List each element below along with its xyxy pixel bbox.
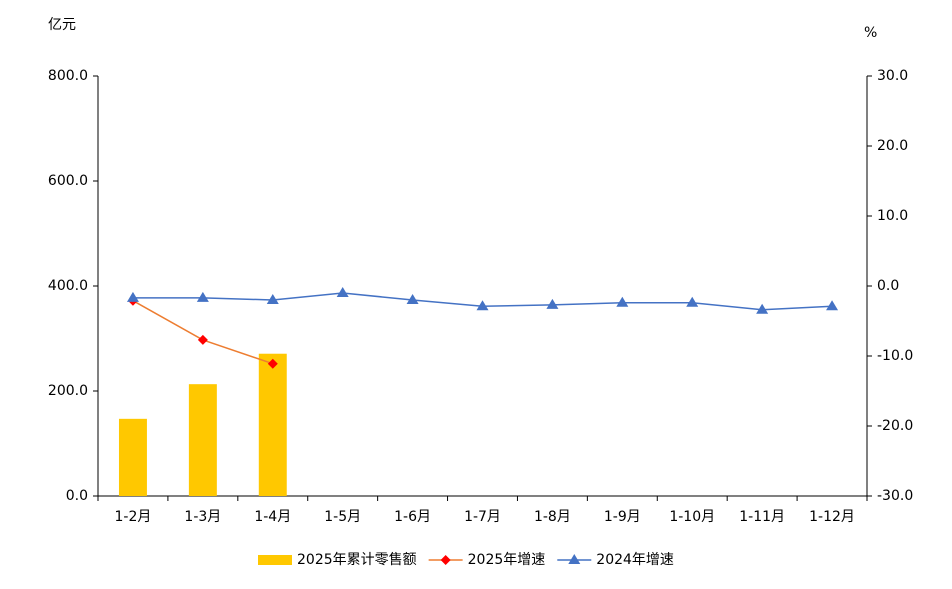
x-tick-label: 1-9月 (604, 509, 641, 525)
legend-swatch (258, 555, 292, 565)
point (197, 334, 208, 345)
y-tick-label: 600.0 (48, 173, 88, 189)
bar (118, 418, 147, 496)
y-tick-label: 400.0 (48, 278, 88, 294)
x-tick-label: 1-2月 (115, 509, 152, 525)
point (336, 287, 349, 297)
y-tick-label: 800.0 (48, 68, 88, 84)
legend-marker (440, 555, 451, 565)
legend-label: 2025年增速 (468, 552, 546, 568)
y2-tick-label: -30.0 (877, 488, 913, 504)
y2-tick-label: 0.0 (877, 278, 899, 294)
point (196, 291, 209, 302)
y2-tick-label: -20.0 (877, 418, 913, 434)
point (826, 300, 839, 311)
x-tick-label: 1-4月 (254, 509, 291, 525)
y2-tick-label: 30.0 (877, 68, 908, 84)
point (616, 296, 629, 307)
x-tick-label: 1-3月 (184, 509, 221, 525)
x-tick-label: 1-10月 (669, 509, 715, 525)
bar (258, 353, 287, 496)
y2-tick-label: -10.0 (877, 348, 913, 364)
x-tick-label: 1-12月 (809, 509, 855, 525)
y-axis-unit: 亿元 (48, 17, 76, 33)
y-tick-label: 200.0 (48, 383, 88, 399)
y2-tick-label: 20.0 (877, 138, 908, 154)
point (266, 294, 279, 304)
x-tick-label: 1-8月 (534, 509, 571, 525)
y2-axis-unit: % (864, 25, 877, 41)
point (126, 291, 139, 302)
y2-tick-label: 10.0 (877, 208, 908, 224)
x-tick-label: 1-11月 (739, 509, 785, 525)
legend-label: 2024年增速 (596, 552, 674, 568)
point (267, 358, 278, 369)
point (476, 300, 489, 311)
bar (188, 384, 217, 496)
x-tick-label: 1-7月 (464, 509, 501, 525)
legend-marker (568, 554, 581, 564)
x-tick-label: 1-6月 (394, 509, 431, 525)
point (406, 294, 419, 304)
x-tick-label: 1-5月 (324, 509, 361, 525)
point (546, 298, 559, 309)
point (756, 303, 769, 314)
y-tick-label: 0.0 (66, 488, 88, 504)
point (686, 296, 699, 307)
legend-label: 2025年累计零售额 (297, 552, 417, 568)
